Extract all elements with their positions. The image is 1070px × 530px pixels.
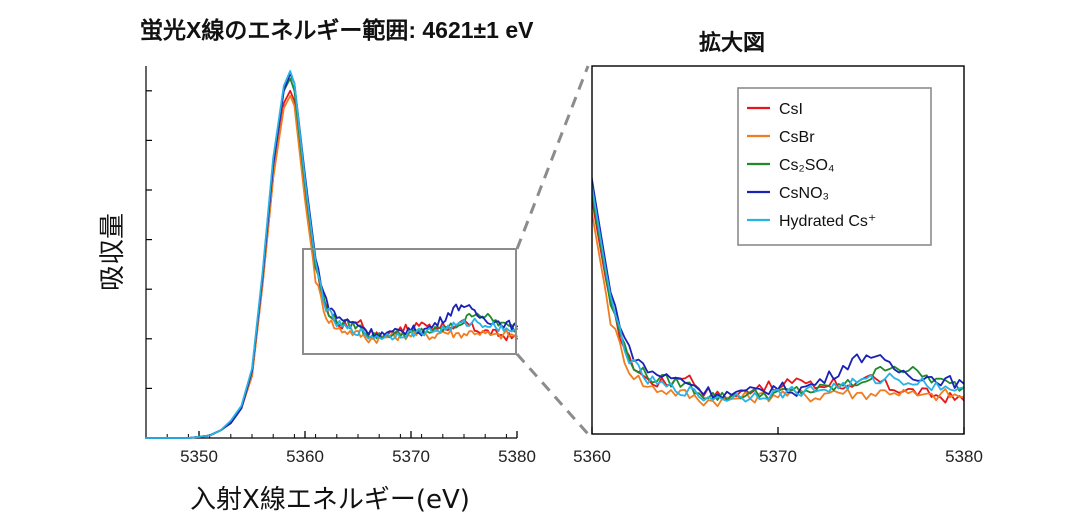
inset-series-line-hydrated-csplus	[592, 180, 964, 403]
legend-label: CsNO₃	[779, 185, 829, 202]
zoom-region-box	[302, 248, 517, 355]
zoom-connector-top	[515, 65, 590, 250]
inset-x-tick-label: 5360	[573, 447, 611, 466]
zoom-connector-bottom	[515, 353, 590, 435]
main-y-ticks	[146, 90, 152, 389]
legend-label: CsBr	[779, 129, 815, 146]
inset-x-tick-label: 5380	[945, 447, 983, 466]
inset-plot-area	[592, 173, 964, 408]
zoom-title: 拡大図	[699, 30, 765, 55]
main-series-line-csbr	[145, 94, 518, 439]
legend-label: Hydrated Cs⁺	[779, 213, 876, 230]
main-x-tick-label: 5370	[392, 447, 430, 466]
legend: CsI CsBr Cs₂SO₄ CsNO₃ Hydrated Cs⁺	[737, 87, 932, 246]
inset-x-ticks: 5360 5370 5380	[573, 427, 983, 466]
legend-label: CsI	[779, 101, 803, 118]
inset-series-line-csbr	[592, 206, 964, 408]
legend-box	[737, 87, 932, 246]
main-series-line-csi	[145, 89, 518, 439]
inset-series-line-csno3	[592, 173, 964, 400]
inset-x-tick-label: 5370	[759, 447, 797, 466]
y-axis-label: 吸収量	[98, 213, 128, 291]
main-series-line-csno3	[145, 72, 518, 439]
inset-series-line-cs2so4	[592, 186, 964, 401]
main-series-line-cs2so4	[145, 77, 518, 439]
main-x-tick-label: 5360	[286, 447, 324, 466]
x-axis-label: 入射X線エネルギー(eV)	[190, 485, 470, 515]
main-x-tick-label: 5380	[498, 447, 536, 466]
main-title: 蛍光X線のエネルギー範囲: 4621±1 eV	[140, 17, 534, 43]
legend-label: Cs₂SO₄	[779, 157, 834, 174]
main-series-line-hydrated-csplus	[145, 70, 518, 439]
main-x-tick-label: 5350	[180, 447, 218, 466]
main-plot-area	[145, 70, 518, 439]
